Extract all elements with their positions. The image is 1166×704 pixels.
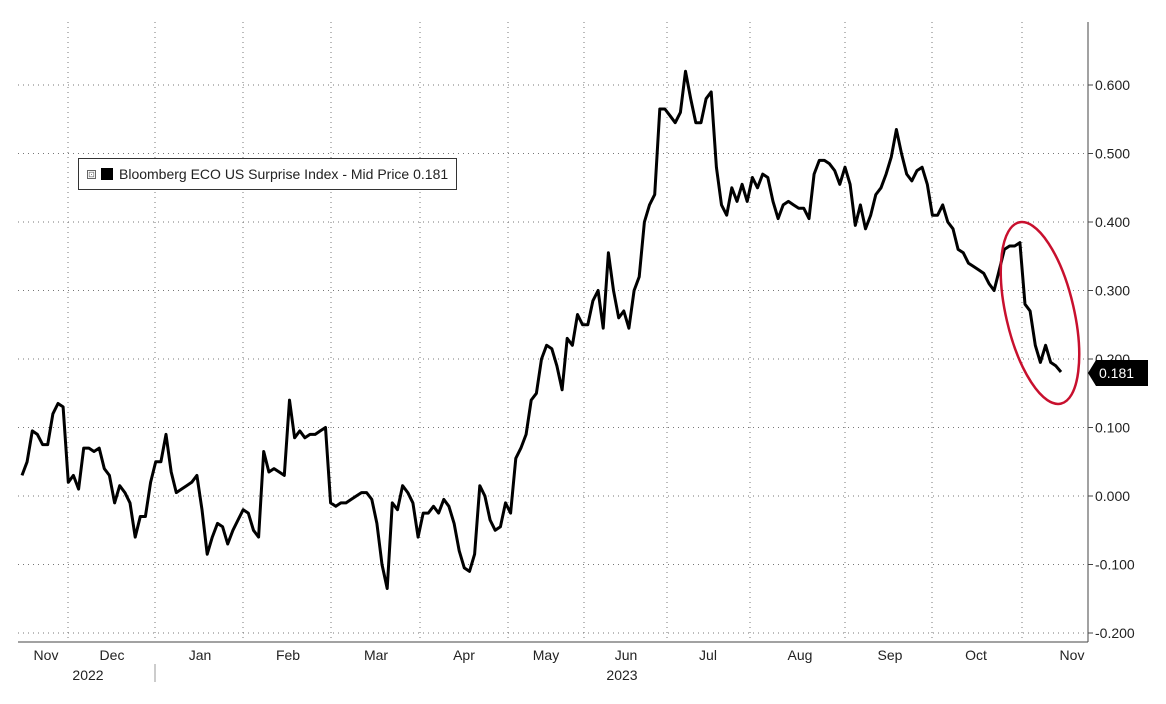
y-tick-labels: 0.6000.5000.4000.3000.2000.1000.000-0.10… <box>1088 77 1135 641</box>
legend-toggle-icon[interactable]: ⊡ <box>87 169 96 179</box>
y-tick-label: 0.500 <box>1095 146 1130 162</box>
x-tick-label: May <box>533 647 559 663</box>
y-tick-label: 0.000 <box>1095 488 1130 504</box>
x-tick-label: Jan <box>189 647 212 663</box>
x-tick-label: Sep <box>878 647 903 663</box>
x-year-label: 2023 <box>606 667 637 683</box>
y-tick-label: 0.600 <box>1095 77 1130 93</box>
legend: ⊡ Bloomberg ECO US Surprise Index - Mid … <box>78 158 458 190</box>
last-value-tag: 0.181 <box>1088 360 1148 386</box>
x-tick-label: Apr <box>453 647 475 663</box>
x-tick-label: Jul <box>699 647 717 663</box>
y-tick-label: -0.100 <box>1095 557 1135 573</box>
highlight-ellipse <box>999 220 1081 406</box>
x-tick-label: Nov <box>1060 647 1085 663</box>
y-tick-label: -0.200 <box>1095 625 1135 641</box>
x-tick-label: Dec <box>100 647 125 663</box>
series-line <box>20 69 1063 590</box>
x-tick-label: Jun <box>615 647 638 663</box>
last-value-tag-shape <box>1088 360 1148 386</box>
legend-label: Bloomberg ECO US Surprise Index - Mid Pr… <box>119 166 449 182</box>
series-lines <box>20 69 1063 590</box>
x-tick-label: Mar <box>364 647 388 663</box>
y-tick-label: 0.300 <box>1095 283 1130 299</box>
x-tick-label: Nov <box>34 647 59 663</box>
x-tick-label: Aug <box>788 647 813 663</box>
y-tick-label: 0.100 <box>1095 420 1130 436</box>
x-tick-label: Oct <box>965 647 987 663</box>
x-tick-label: Feb <box>276 647 300 663</box>
x-year-label: 2022 <box>72 667 103 683</box>
legend-swatch <box>101 168 113 180</box>
x-tick-labels: Nov Dec Jan Feb Mar Apr May Jun Jul Aug Sep Oct Nov 2… <box>34 647 1085 683</box>
last-value-tag-text: 0.181 <box>1099 365 1134 381</box>
y-tick-label: 0.400 <box>1095 214 1130 230</box>
grid-lines <box>18 22 1088 642</box>
